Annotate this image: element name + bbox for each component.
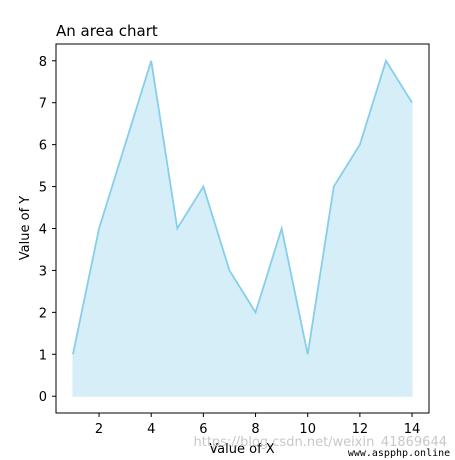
x-tick-label: 14 xyxy=(404,422,421,437)
x-tick-label: 8 xyxy=(251,422,259,437)
y-tick-label: 5 xyxy=(39,181,47,196)
y-tick-label: 3 xyxy=(39,264,47,279)
y-tick-label: 6 xyxy=(39,139,47,154)
x-tick-label: 4 xyxy=(147,422,155,437)
y-axis-title: Value of Y xyxy=(18,196,33,260)
x-tick-label: 10 xyxy=(299,422,316,437)
y-tick-label: 7 xyxy=(39,97,47,112)
y-tick-label: 8 xyxy=(39,55,47,70)
y-tick-label: 1 xyxy=(39,348,47,363)
y-tick-label: 0 xyxy=(39,390,47,405)
y-tick-label: 4 xyxy=(39,223,47,238)
x-tick-label: 6 xyxy=(199,422,207,437)
x-axis: 2 4 6 8 10 12 14 xyxy=(95,413,420,437)
area-line xyxy=(72,58,413,355)
x-tick-label: 2 xyxy=(95,422,103,437)
y-tick-label: 2 xyxy=(39,306,47,321)
y-axis: 0 1 2 3 4 5 6 7 8 xyxy=(39,55,56,405)
chart-title: An area chart xyxy=(56,22,158,40)
x-axis-title: Value of X xyxy=(209,442,274,457)
area-fill xyxy=(72,59,413,397)
x-tick-label: 12 xyxy=(352,422,369,437)
watermark-text: https://blog.csdn.net/weixin_41869644 xyxy=(193,435,447,450)
corner-watermark-label: www.aspphp.online xyxy=(343,447,455,460)
